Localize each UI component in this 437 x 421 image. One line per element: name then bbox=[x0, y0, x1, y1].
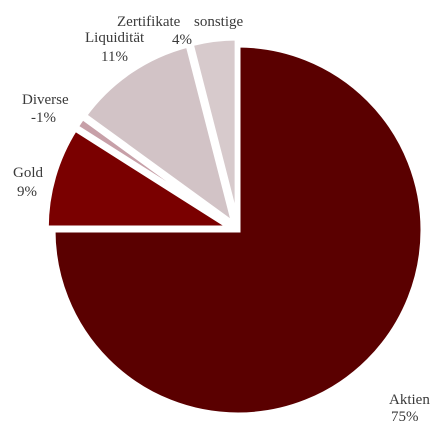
pie-labels: Aktien 75% Gold 9% Diverse -1% Liquiditä… bbox=[13, 14, 430, 421]
label-liquiditaet: Liquidität bbox=[85, 30, 145, 46]
label-diverse: Diverse bbox=[22, 92, 69, 108]
value-aktien: 75% bbox=[391, 409, 419, 421]
pie-slice-liquidit-t bbox=[80, 41, 239, 231]
value-gold: 9% bbox=[17, 184, 37, 200]
value-diverse: -1% bbox=[31, 110, 56, 126]
label-aktien: Aktien bbox=[389, 392, 430, 408]
label-gold: Gold bbox=[13, 165, 44, 181]
pie-slice-aktien bbox=[50, 42, 426, 418]
pie-slice-sonstige bbox=[188, 35, 240, 224]
pie-slices bbox=[43, 35, 426, 418]
pie-slice-diverse bbox=[72, 113, 234, 229]
label-zertifikate: Zertifikate bbox=[117, 14, 181, 30]
pie-slice-gold bbox=[43, 125, 240, 231]
label-sonstige: sonstige bbox=[194, 14, 244, 30]
value-liquiditaet: 11% bbox=[101, 49, 128, 65]
value-sonstige: 4% bbox=[172, 32, 192, 48]
